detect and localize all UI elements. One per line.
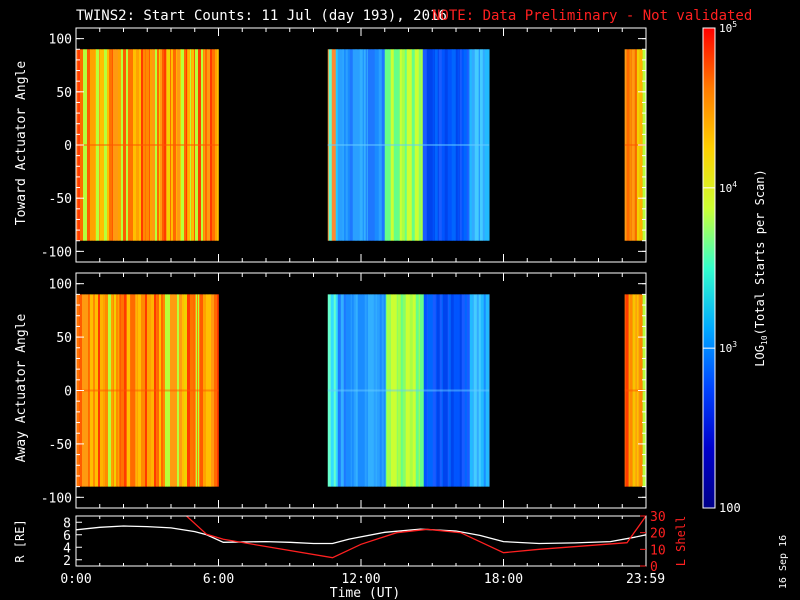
colorbar-tick-label: 103 — [719, 340, 737, 355]
y-tick-label: -50 — [49, 438, 72, 453]
y-tick-label-right: 0 — [650, 560, 658, 575]
radius-line — [76, 525, 646, 545]
y-tick-label-right: 20 — [650, 527, 666, 542]
heatmap-zero-band — [327, 389, 490, 392]
panel-frame — [75, 515, 647, 567]
y-tick-label: 4 — [63, 541, 71, 556]
heatmap-zero-band — [624, 144, 646, 146]
y-tick-label: 6 — [63, 529, 71, 544]
colorbar-tick-label: 104 — [719, 180, 737, 195]
y-tick-label: 100 — [49, 278, 72, 293]
y-tick-label: 0 — [64, 139, 72, 154]
toward-ylabel: Toward Actuator Angle — [14, 61, 29, 226]
colorbar-label: LOG10(Total Starts per Scan) — [753, 169, 769, 367]
colorbar-bar — [702, 27, 716, 509]
heatmap-zero-band — [76, 144, 219, 146]
heatmap-zero-band — [624, 389, 646, 392]
x-tick-label: 0:00 — [60, 572, 91, 587]
chart-title: TWINS2: Start Counts: 11 Jul (day 193), … — [76, 8, 447, 24]
y-tick-label: 50 — [56, 331, 72, 346]
colorbar-tick-label: 100 — [719, 501, 741, 515]
y-tick-label: -100 — [41, 245, 72, 260]
y-tick-label: 100 — [49, 33, 72, 48]
toward-panel: 100 50 0 -50 -100 — [41, 27, 647, 263]
heatmap-block — [76, 49, 219, 241]
colorbar-tick-label: 105 — [719, 20, 737, 35]
y-tick-label-right: 10 — [650, 543, 666, 558]
lshell-line — [185, 516, 646, 559]
preliminary-note: NOTE: Data Preliminary - Not validated — [432, 8, 752, 24]
y-tick-label-right: 30 — [650, 510, 666, 525]
heatmap-block — [327, 294, 490, 487]
date-stamp: 16 Sep 16 — [778, 535, 789, 589]
heatmap-block — [76, 294, 219, 487]
y-tick-label: 8 — [63, 516, 71, 531]
x-tick-label: 18:00 — [484, 572, 523, 587]
heatmap-block — [327, 49, 490, 241]
heatmap-zero-band — [327, 144, 490, 146]
time-xlabel: Time (UT) — [330, 586, 400, 600]
y-tick-label: 50 — [56, 86, 72, 101]
x-tick-label: 6:00 — [203, 572, 234, 587]
y-tick-label: 0 — [64, 385, 72, 400]
colorbar: LOG10(Total Starts per Scan) 105 104 103 10… — [702, 20, 769, 515]
y-tick-label: 2 — [63, 554, 71, 569]
away-ylabel: Away Actuator Angle — [14, 313, 29, 462]
x-tick-label: 23:59 — [626, 572, 665, 587]
away-panel: 100 50 0 -50 -100 — [41, 272, 647, 509]
lshell-ylabel: L Shell — [674, 516, 688, 567]
heatmap-zero-band — [76, 389, 219, 392]
y-tick-label: -100 — [41, 491, 72, 506]
x-tick-label: 12:00 — [341, 572, 380, 587]
y-tick-label: -50 — [49, 192, 72, 207]
radius-ylabel: R [RE] — [13, 519, 27, 562]
